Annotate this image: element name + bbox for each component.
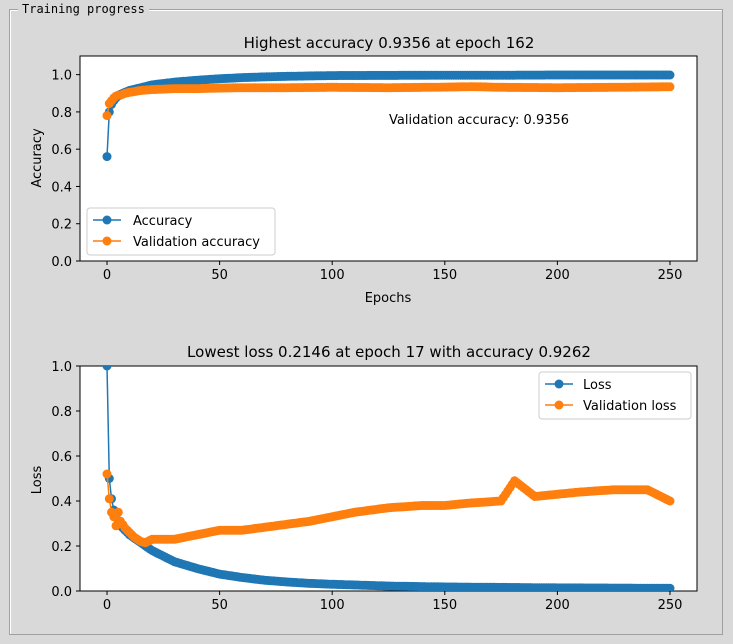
accuracy-legend-box <box>86 207 276 256</box>
y-tick-label: 0.8 <box>51 405 72 420</box>
data-point <box>665 70 675 80</box>
data-point <box>665 496 675 506</box>
training-figure: Highest accuracy 0.9356 at epoch 162 0 50… <box>30 34 698 613</box>
legend-val-accuracy-marker <box>102 236 112 246</box>
legend-loss-label: Loss <box>583 378 612 393</box>
loss-legend-box <box>538 371 692 420</box>
data-point <box>104 494 114 504</box>
y-tick-label: 0.2 <box>51 540 72 555</box>
y-tick-label: 0.6 <box>51 143 72 158</box>
accuracy-legend: Accuracy Validation accuracy <box>86 207 276 256</box>
loss-legend: Loss Validation loss <box>538 371 692 420</box>
legend-val-loss-marker <box>554 400 564 410</box>
y-tick-label: 0.4 <box>51 495 72 510</box>
loss-y-ticks: 0.0 0.2 0.4 0.6 0.8 1.0 <box>51 360 80 600</box>
y-tick-label: 1.0 <box>51 360 72 375</box>
y-tick-label: 0.2 <box>51 218 72 233</box>
group-title: Training progress <box>18 1 149 17</box>
data-point <box>102 469 112 479</box>
data-point <box>665 82 675 92</box>
series-markers-1 <box>102 469 675 548</box>
x-tick-label: 100 <box>320 598 345 613</box>
y-tick-label: 0.4 <box>51 180 72 195</box>
x-tick-label: 200 <box>545 598 570 613</box>
accuracy-chart: Highest accuracy 0.9356 at epoch 162 0 50… <box>30 34 698 306</box>
y-tick-label: 0.0 <box>51 585 72 600</box>
accuracy-y-ticks: 0.0 0.2 0.4 0.6 0.8 1.0 <box>51 69 80 270</box>
loss-chart: Lowest loss 0.2146 at epoch 17 with accu… <box>30 343 698 613</box>
x-tick-label: 100 <box>320 268 345 283</box>
data-point <box>665 583 675 591</box>
legend-loss-marker <box>554 379 564 389</box>
accuracy-x-ticks: 0 50 100 150 200 250 <box>103 261 683 283</box>
data-point <box>102 366 112 371</box>
training-progress-group <box>9 9 723 635</box>
accuracy-x-label: Epochs <box>365 291 412 306</box>
x-tick-label: 0 <box>103 268 111 283</box>
data-point <box>113 507 123 517</box>
y-tick-label: 1.0 <box>51 69 72 84</box>
x-tick-label: 50 <box>211 268 228 283</box>
legend-accuracy-marker <box>102 215 112 225</box>
y-tick-label: 0.8 <box>51 106 72 121</box>
accuracy-y-label: Accuracy <box>30 128 45 188</box>
x-tick-label: 150 <box>432 268 457 283</box>
legend-val-accuracy-label: Validation accuracy <box>133 235 260 250</box>
accuracy-series <box>102 70 675 162</box>
x-tick-label: 250 <box>658 268 683 283</box>
legend-accuracy-label: Accuracy <box>133 214 193 229</box>
data-point <box>102 152 112 162</box>
x-tick-label: 0 <box>103 598 111 613</box>
loss-chart-title: Lowest loss 0.2146 at epoch 17 with accu… <box>187 343 591 361</box>
x-tick-label: 150 <box>432 598 457 613</box>
loss-y-label: Loss <box>30 466 45 495</box>
loss-x-ticks: 0 50 100 150 200 250 <box>103 591 683 613</box>
accuracy-chart-title: Highest accuracy 0.9356 at epoch 162 <box>244 34 535 52</box>
x-tick-label: 250 <box>658 598 683 613</box>
series-markers-1 <box>102 82 675 121</box>
accuracy-annotation: Validation accuracy: 0.9356 <box>389 113 569 128</box>
x-tick-label: 200 <box>545 268 570 283</box>
y-tick-label: 0.0 <box>51 255 72 270</box>
x-tick-label: 50 <box>211 598 228 613</box>
series-markers-0 <box>102 366 675 591</box>
y-tick-label: 0.6 <box>51 450 72 465</box>
loss-series <box>102 366 675 591</box>
legend-val-loss-label: Validation loss <box>583 399 677 414</box>
data-point <box>102 111 112 121</box>
